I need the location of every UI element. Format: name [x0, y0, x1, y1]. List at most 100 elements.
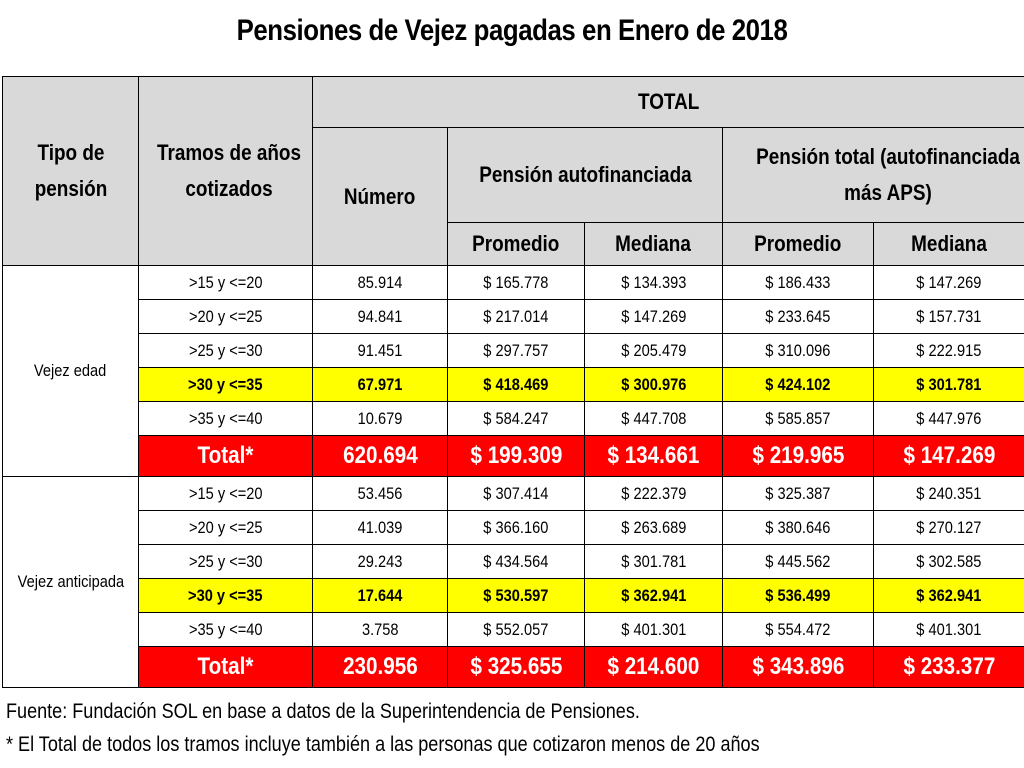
- tramo-cell: Total*: [138, 435, 313, 477]
- total-row: Total* 620.694 $ 199.309 $ 134.661 $ 219.965…: [3, 435, 1024, 477]
- tramo-cell: >20 y <=25: [138, 510, 313, 545]
- page-title: Pensiones de Vejez pagadas en Enero de 2…: [236, 14, 788, 47]
- cell-auto-med: $ 214.600: [584, 646, 723, 688]
- cell-tot-med: $ 302.585: [872, 544, 1024, 579]
- cell-auto-med: $ 147.269: [584, 299, 723, 334]
- cell-tot-prom: $ 424.102: [722, 367, 874, 402]
- cell-tot-prom: $ 186.433: [722, 265, 874, 300]
- cell-tot-prom: $ 233.645: [722, 299, 874, 334]
- tramo-cell: >20 y <=25: [138, 299, 313, 334]
- cell-numero: 29.243: [312, 544, 448, 579]
- table-row: >35 y <=40 10.679 $ 584.247 $ 447.708 $ 585.…: [3, 401, 1024, 436]
- table-row: >30 y <=35 17.644 $ 530.597 $ 362.941 $ 536.…: [3, 578, 1024, 613]
- cell-auto-med: $ 222.379: [584, 476, 723, 511]
- cell-tot-prom: $ 219.965: [722, 435, 874, 477]
- cell-tot-med: $ 147.269: [872, 265, 1024, 300]
- tipo-cell: Vejez edad: [2, 265, 139, 477]
- cell-auto-med: $ 134.661: [584, 435, 723, 477]
- cell-auto-med: $ 447.708: [584, 401, 723, 436]
- cell-auto-prom: $ 434.564: [447, 544, 585, 579]
- tramo-cell: >30 y <=35: [138, 367, 313, 402]
- table-row: >30 y <=35 67.971 $ 418.469 $ 300.976 $ 424.…: [3, 367, 1024, 402]
- cell-tot-prom: $ 585.857: [722, 401, 874, 436]
- table-row: Vejez edad >15 y <=20 85.914 $ 165.778 $ 134…: [2, 265, 1024, 477]
- cell-auto-prom: $ 165.778: [447, 265, 585, 300]
- cell-tot-med: $ 147.269: [872, 435, 1024, 477]
- cell-auto-med: $ 134.393: [584, 265, 723, 300]
- cell-tot-prom: $ 445.562: [722, 544, 874, 579]
- tramo-cell: >25 y <=30: [138, 544, 313, 579]
- source-note: Fuente: Fundación SOL en base a datos de…: [6, 700, 640, 723]
- cell-auto-med: $ 401.301: [584, 612, 723, 647]
- total-row: Total* 230.956 $ 325.655 $ 214.600 $ 343.896…: [3, 646, 1024, 688]
- header-total: TOTAL: [311, 76, 1024, 128]
- header-auto-mediana: Mediana: [584, 222, 723, 266]
- header-row-2: Número Pensión autofinanciada Pensión to…: [3, 127, 1024, 266]
- cell-tot-prom: $ 310.096: [722, 333, 874, 368]
- tramo-cell: >15 y <=20: [138, 265, 313, 300]
- total-note: * El Total de todos los tramos incluye t…: [6, 733, 760, 756]
- tramo-cell: Total*: [138, 646, 313, 688]
- cell-auto-med: $ 263.689: [584, 510, 723, 545]
- header-total-mediana: Mediana: [872, 222, 1024, 266]
- cell-tot-med: $ 270.127: [872, 510, 1024, 545]
- cell-numero: 67.971: [312, 367, 448, 402]
- tramo-cell: >35 y <=40: [138, 612, 313, 647]
- cell-tot-prom: $ 325.387: [722, 476, 874, 511]
- cell-tot-med: $ 240.351: [872, 476, 1024, 511]
- cell-tot-prom: $ 554.472: [722, 612, 874, 647]
- cell-tot-prom: $ 380.646: [722, 510, 874, 545]
- cell-numero: 53.456: [312, 476, 448, 511]
- cell-auto-prom: $ 530.597: [447, 578, 585, 613]
- cell-auto-prom: $ 552.057: [447, 612, 585, 647]
- header-tramos: Tramos de años cotizados: [138, 76, 313, 266]
- header-numero: Número: [312, 127, 448, 266]
- cell-auto-prom: $ 307.414: [447, 476, 585, 511]
- cell-numero: 91.451: [312, 333, 448, 368]
- cell-numero: 17.644: [312, 578, 448, 613]
- header-autofinanciada: Pensión autofinanciada: [447, 127, 723, 223]
- cell-auto-prom: $ 217.014: [447, 299, 585, 334]
- cell-tot-med: $ 362.941: [872, 578, 1024, 613]
- header-total-promedio: Promedio: [722, 222, 874, 266]
- cell-tot-prom: $ 343.896: [722, 646, 874, 688]
- table-row: >35 y <=40 3.758 $ 552.057 $ 401.301 $ 554.4…: [3, 612, 1024, 647]
- cell-tot-prom: $ 536.499: [722, 578, 874, 613]
- cell-numero: 10.679: [312, 401, 448, 436]
- cell-tot-med: $ 233.377: [872, 646, 1024, 688]
- cell-numero: 620.694: [312, 435, 448, 477]
- cell-numero: 3.758: [312, 612, 448, 647]
- cell-numero: 85.914: [312, 265, 448, 300]
- header-row-1: Tipo de pensión Tramos de años cotizados…: [2, 76, 1024, 266]
- tipo-cell: Vejez anticipada: [2, 476, 139, 688]
- tramo-cell: >35 y <=40: [138, 401, 313, 436]
- cell-numero: 94.841: [312, 299, 448, 334]
- cell-auto-prom: $ 325.655: [447, 646, 585, 688]
- cell-auto-prom: $ 199.309: [447, 435, 585, 477]
- cell-tot-med: $ 447.976: [872, 401, 1024, 436]
- cell-auto-prom: $ 418.469: [447, 367, 585, 402]
- header-tipo: Tipo de pensión: [2, 76, 139, 266]
- table-row: >20 y <=25 94.841 $ 217.014 $ 147.269 $ 233.…: [3, 299, 1024, 334]
- header-pension-total: Pensión total (autofinanciada más APS): [721, 127, 1024, 223]
- cell-tot-med: $ 301.781: [872, 367, 1024, 402]
- cell-numero: 230.956: [312, 646, 448, 688]
- tramo-cell: >30 y <=35: [138, 578, 313, 613]
- pensions-table: Tipo de pensión Tramos de años cotizados…: [2, 76, 1024, 688]
- cell-auto-med: $ 300.976: [584, 367, 723, 402]
- table-row: >25 y <=30 29.243 $ 434.564 $ 301.781 $ 445.…: [3, 544, 1024, 579]
- cell-auto-med: $ 205.479: [584, 333, 723, 368]
- cell-auto-prom: $ 366.160: [447, 510, 585, 545]
- header-auto-promedio: Promedio: [447, 222, 585, 266]
- cell-auto-med: $ 362.941: [584, 578, 723, 613]
- tramo-cell: >25 y <=30: [138, 333, 313, 368]
- cell-auto-prom: $ 297.757: [447, 333, 585, 368]
- table-row: >20 y <=25 41.039 $ 366.160 $ 263.689 $ 380.…: [3, 510, 1024, 545]
- tramo-cell: >15 y <=20: [138, 476, 313, 511]
- table-row: Vejez anticipada >15 y <=20 53.456 $ 307.41…: [2, 476, 1024, 688]
- table-row: >25 y <=30 91.451 $ 297.757 $ 205.479 $ 310.…: [3, 333, 1024, 368]
- cell-numero: 41.039: [312, 510, 448, 545]
- cell-auto-prom: $ 584.247: [447, 401, 585, 436]
- cell-auto-med: $ 301.781: [584, 544, 723, 579]
- cell-tot-med: $ 401.301: [872, 612, 1024, 647]
